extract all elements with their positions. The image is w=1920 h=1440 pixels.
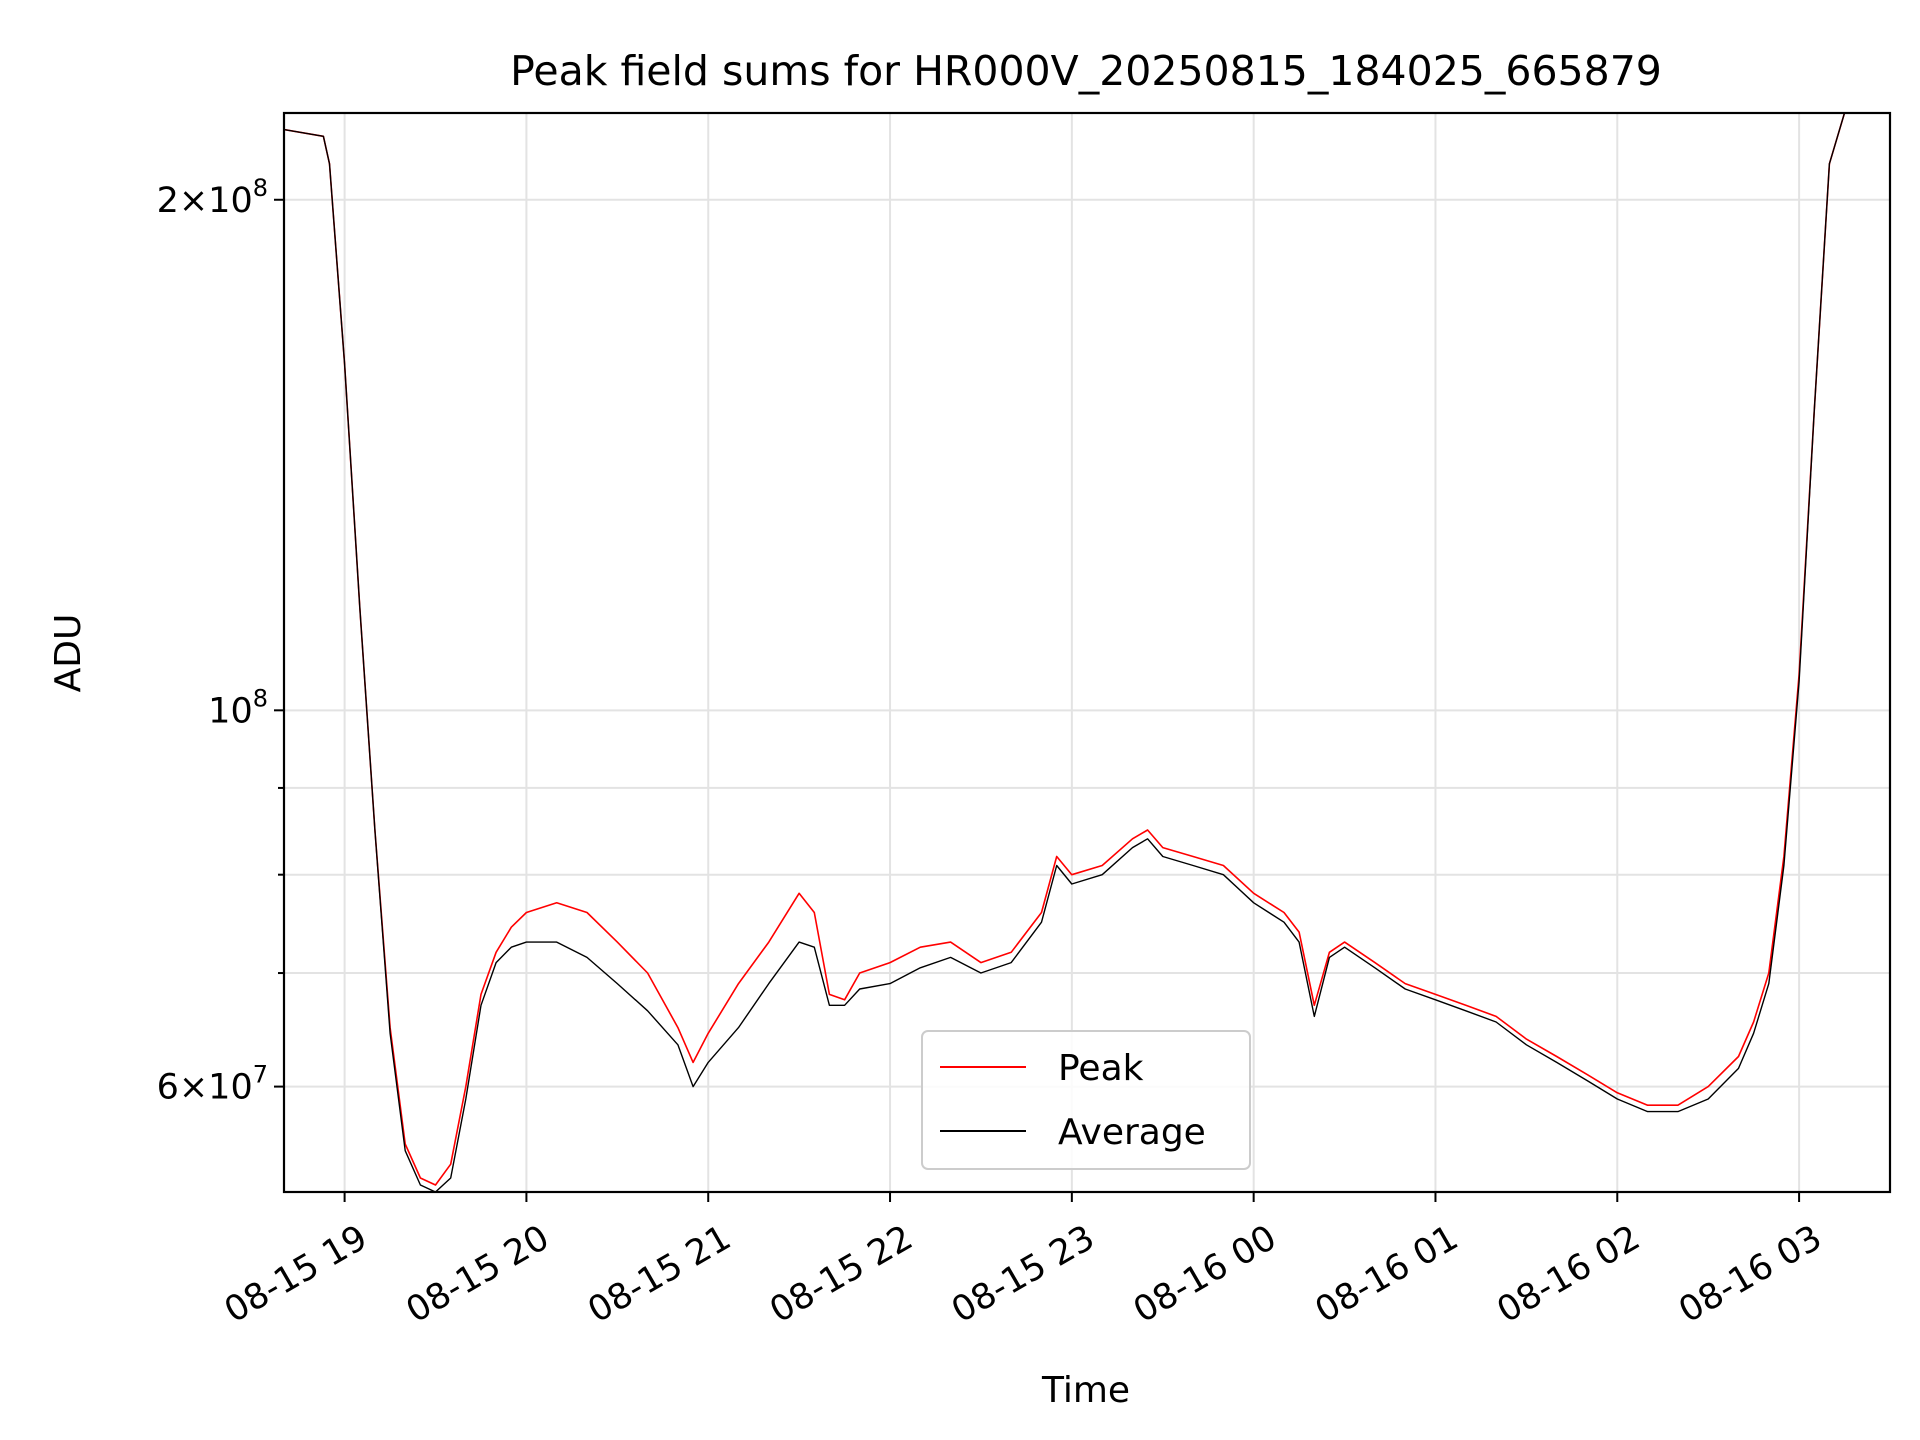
legend-box (921, 1030, 1251, 1170)
y-tick-label: 2×108 (157, 174, 268, 221)
y-tick-mantissa: 2×10 (157, 181, 253, 221)
plot-series (284, 113, 1846, 1192)
y-tick-exponent: 8 (253, 174, 268, 202)
series-line-peak (284, 113, 1846, 1186)
series-line-average (284, 113, 1846, 1192)
y-tick-mantissa: 10 (208, 691, 253, 731)
legend-average-label: Average (1058, 1112, 1206, 1153)
chart-title: Peak field sums for HR000V_20250815_1840… (510, 47, 1662, 95)
x-axis-label: Time (1041, 1370, 1130, 1411)
plot-frame (282, 111, 1892, 1194)
y-tick-exponent: 8 (253, 684, 268, 712)
y-tick-label: 108 (208, 684, 268, 731)
legend: Peak Average (921, 1030, 1251, 1170)
y-tick-exponent: 7 (253, 1061, 268, 1089)
y-tick-label: 6×107 (157, 1061, 268, 1108)
grid (284, 113, 1890, 1192)
legend-peak-label: Peak (1058, 1048, 1144, 1089)
y-axis-label: ADU (48, 614, 89, 693)
y-tick-mantissa: 6×10 (157, 1068, 253, 1108)
